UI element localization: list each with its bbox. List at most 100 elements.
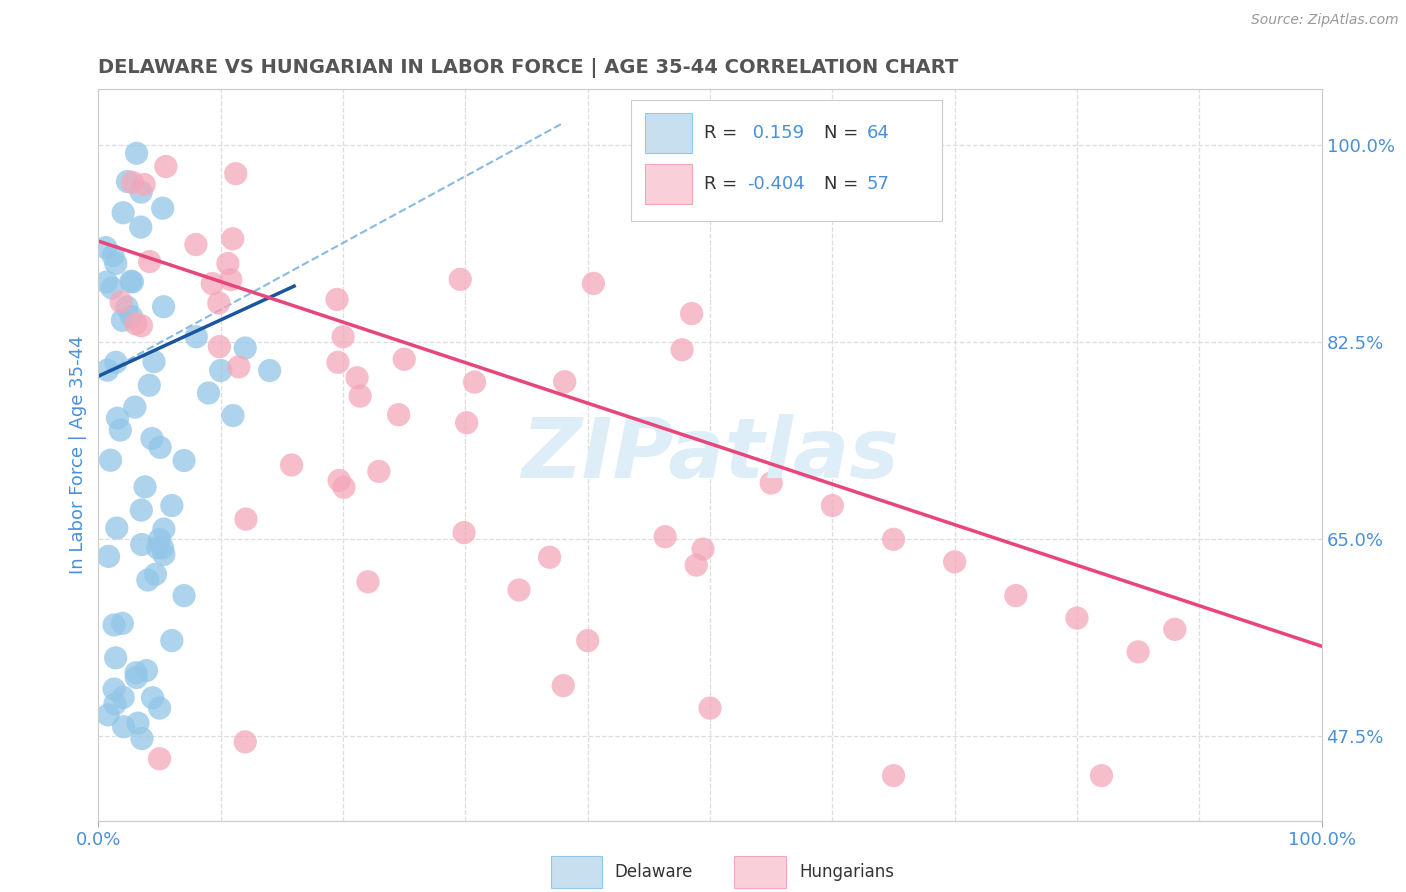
Point bbox=[681, 307, 703, 321]
Point bbox=[685, 558, 707, 573]
Point bbox=[94, 241, 117, 255]
FancyBboxPatch shape bbox=[630, 100, 942, 221]
Point bbox=[197, 386, 219, 401]
Point bbox=[333, 480, 356, 494]
Point bbox=[125, 665, 148, 680]
Point bbox=[160, 633, 183, 648]
Point bbox=[146, 541, 169, 555]
Point bbox=[943, 555, 966, 569]
Point bbox=[326, 293, 349, 307]
Text: ZIPatlas: ZIPatlas bbox=[522, 415, 898, 495]
Point bbox=[1128, 645, 1150, 659]
Text: 0.159: 0.159 bbox=[747, 124, 804, 142]
Point bbox=[699, 701, 721, 715]
Point bbox=[112, 205, 135, 219]
Text: R =: R = bbox=[704, 176, 742, 194]
Point bbox=[357, 574, 380, 589]
Point bbox=[173, 589, 195, 603]
Point bbox=[101, 248, 124, 262]
Point bbox=[219, 272, 242, 286]
Text: Delaware: Delaware bbox=[614, 863, 693, 880]
Point bbox=[508, 582, 530, 597]
Point bbox=[201, 277, 224, 291]
Text: DELAWARE VS HUNGARIAN IN LABOR FORCE | AGE 35-44 CORRELATION CHART: DELAWARE VS HUNGARIAN IN LABOR FORCE | A… bbox=[98, 57, 959, 78]
Point bbox=[149, 533, 172, 547]
Point bbox=[328, 474, 350, 488]
Point bbox=[125, 317, 148, 331]
Point bbox=[453, 525, 475, 540]
Point bbox=[149, 701, 172, 715]
Point bbox=[97, 707, 120, 722]
Point bbox=[821, 499, 844, 513]
Point bbox=[160, 499, 183, 513]
Point bbox=[135, 664, 157, 678]
Point bbox=[100, 453, 122, 467]
Point bbox=[96, 275, 118, 289]
Point bbox=[464, 375, 486, 389]
Point bbox=[346, 371, 368, 385]
Point bbox=[233, 735, 256, 749]
Point bbox=[367, 465, 389, 479]
Point bbox=[105, 521, 128, 535]
Point bbox=[152, 541, 174, 555]
Point bbox=[280, 458, 302, 472]
Point bbox=[186, 330, 208, 344]
Point bbox=[554, 375, 576, 389]
Point bbox=[456, 416, 478, 430]
Point bbox=[228, 359, 250, 374]
Point bbox=[120, 274, 142, 288]
Point bbox=[761, 476, 783, 491]
Point bbox=[142, 690, 165, 705]
Point bbox=[883, 533, 905, 547]
Point bbox=[152, 300, 174, 314]
Point bbox=[129, 185, 152, 199]
Point bbox=[392, 352, 416, 367]
Point bbox=[222, 232, 245, 246]
Point bbox=[121, 175, 143, 189]
Point bbox=[131, 731, 153, 746]
Point bbox=[129, 503, 152, 517]
Point bbox=[208, 296, 231, 310]
FancyBboxPatch shape bbox=[645, 164, 692, 204]
Text: N =: N = bbox=[824, 176, 863, 194]
Point bbox=[332, 330, 354, 344]
Point bbox=[349, 389, 371, 403]
Point bbox=[692, 542, 714, 557]
Point bbox=[117, 175, 139, 189]
Text: 57: 57 bbox=[866, 176, 890, 194]
Point bbox=[388, 408, 411, 422]
Point bbox=[134, 178, 156, 192]
Point bbox=[208, 340, 231, 354]
Point bbox=[103, 682, 125, 697]
Point bbox=[153, 522, 176, 536]
Point bbox=[1004, 589, 1026, 603]
Point bbox=[111, 313, 134, 327]
Point bbox=[222, 409, 245, 423]
Point bbox=[104, 355, 127, 369]
Point bbox=[101, 281, 124, 295]
Point bbox=[112, 720, 135, 734]
Point bbox=[136, 573, 159, 587]
Point bbox=[129, 220, 152, 235]
Point bbox=[217, 256, 239, 270]
Point bbox=[149, 441, 172, 455]
Point bbox=[582, 277, 605, 291]
Point bbox=[152, 201, 174, 215]
Point bbox=[225, 167, 247, 181]
Point bbox=[149, 752, 172, 766]
Point bbox=[97, 549, 120, 564]
Point bbox=[671, 343, 693, 357]
Point bbox=[107, 411, 129, 425]
Point bbox=[103, 618, 125, 632]
Point bbox=[326, 355, 349, 369]
Point bbox=[104, 697, 127, 711]
FancyBboxPatch shape bbox=[734, 855, 786, 888]
Point bbox=[131, 318, 153, 333]
Y-axis label: In Labor Force | Age 35-44: In Labor Force | Age 35-44 bbox=[69, 335, 87, 574]
Point bbox=[153, 548, 176, 562]
Point bbox=[209, 363, 232, 377]
Text: 64: 64 bbox=[866, 124, 890, 142]
Point bbox=[538, 550, 561, 565]
Text: Hungarians: Hungarians bbox=[800, 863, 894, 880]
Point bbox=[121, 275, 143, 289]
